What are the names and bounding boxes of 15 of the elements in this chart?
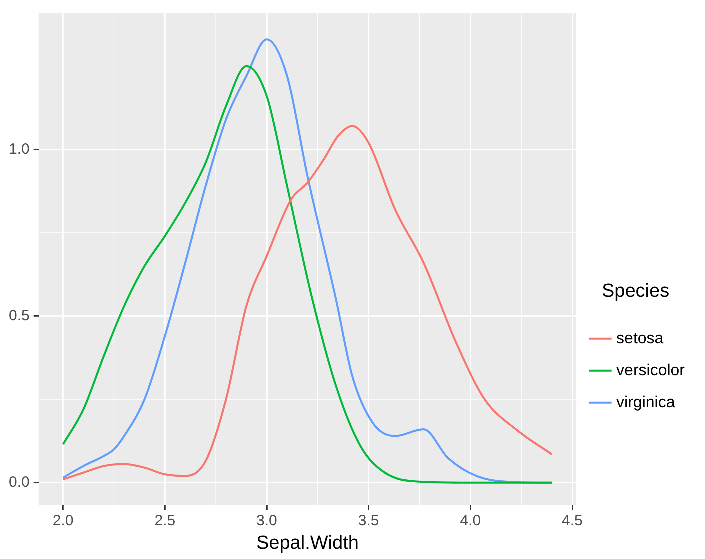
y-tick-label: 1.0 xyxy=(8,140,30,158)
legend-label: virginica xyxy=(616,394,676,412)
y-tick-label: 0.5 xyxy=(8,307,30,324)
legend-title: Species xyxy=(602,280,670,302)
x-tick-label: 2.0 xyxy=(52,512,74,530)
y-tick-label: 0.0 xyxy=(8,474,30,492)
line-series xyxy=(62,125,554,481)
x-tick-label: 2.5 xyxy=(154,512,176,530)
x-tick-label: 4.0 xyxy=(460,512,482,530)
x-tick-label: 4.5 xyxy=(562,512,583,530)
legend-label: setosa xyxy=(616,330,664,348)
legend-label: versicolor xyxy=(616,362,686,380)
x-tick-label: 3.0 xyxy=(256,512,278,530)
x-tick-label: 3.5 xyxy=(358,512,380,530)
x-axis-title: Sepal.Width xyxy=(256,532,359,554)
